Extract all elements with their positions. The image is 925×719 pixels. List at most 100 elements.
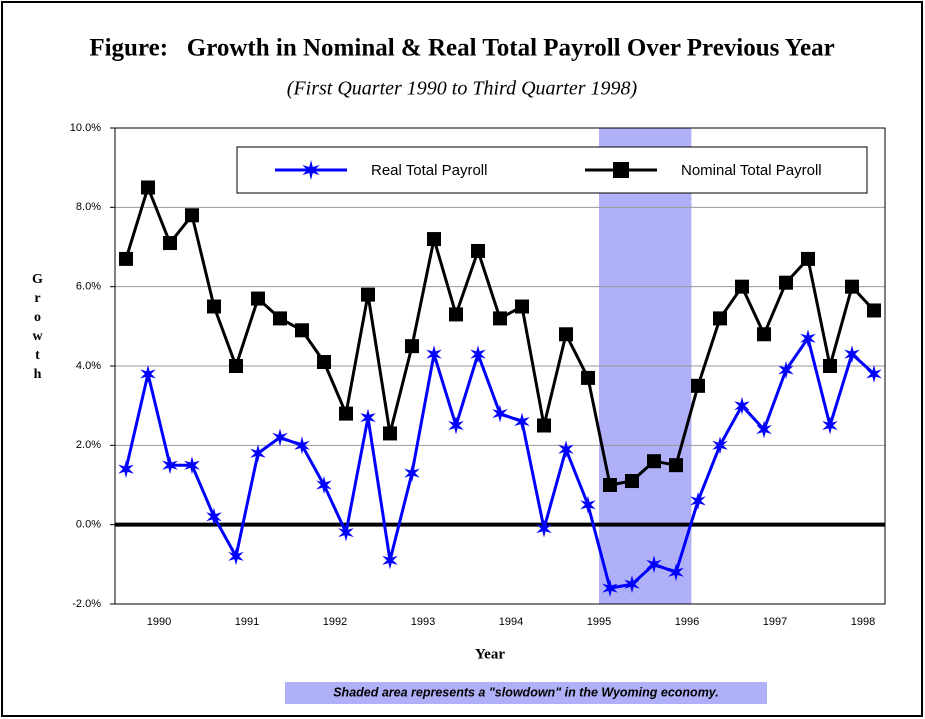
y-tick-label: 6.0% [76,281,101,293]
x-tick-label: 1996 [675,616,699,628]
marker [756,420,772,439]
marker [536,519,552,538]
marker [316,476,332,494]
y-tick-label: -2.0% [72,598,101,610]
marker [514,412,530,431]
marker [669,458,683,473]
marker [140,364,156,383]
marker [713,311,727,326]
marker [515,299,529,314]
marker [184,456,200,475]
marker [844,345,860,364]
x-tick-label: 1995 [587,616,611,628]
marker [537,418,551,433]
legend-label: Real Total Payroll [371,162,487,179]
y-tick-label: 8.0% [76,201,101,213]
marker [646,555,662,574]
y-axis-label: Growth [30,272,45,386]
marker [647,454,661,469]
marker [691,378,705,393]
marker [602,579,618,598]
marker [272,428,288,447]
marker [867,303,881,318]
annotation-box [285,682,767,704]
marker [448,416,464,435]
legend-label: Nominal Total Payroll [681,162,822,179]
marker [185,208,199,223]
marker [581,370,595,385]
marker [141,180,155,195]
chart-title: Figure: Growth in Nominal & Real Total P… [89,35,834,62]
marker [163,236,177,251]
marker [294,436,310,455]
y-tick-label: 10.0% [70,122,101,134]
chart-subtitle: (First Quarter 1990 to Third Quarter 199… [287,78,638,100]
marker [470,345,486,364]
x-tick-label: 1997 [763,616,787,628]
marker [206,507,222,526]
legend-marker [302,160,320,180]
x-tick-label: 1993 [411,616,435,628]
marker [251,291,265,306]
marker [822,416,838,435]
plot-border [114,127,886,605]
legend-marker [613,162,629,178]
marker [559,327,573,342]
marker [558,440,574,459]
y-tick-label: 0.0% [76,519,101,531]
marker [338,523,354,542]
marker [427,232,441,247]
marker [383,426,397,441]
marker [712,436,728,455]
annotation: Shaded area represents a "slowdown" in t… [333,685,719,699]
marker [493,311,507,326]
marker [360,408,376,427]
marker [800,329,816,348]
marker [580,495,596,514]
x-tick-label: 1998 [851,616,875,628]
marker [779,275,793,290]
marker [317,355,331,370]
marker [778,361,794,379]
marker [845,279,859,294]
marker [361,287,375,302]
marker [405,339,419,354]
y-tick-label: 4.0% [76,360,101,372]
marker [624,575,640,594]
marker [492,404,508,423]
marker [295,323,309,338]
marker [228,547,244,566]
marker [625,474,639,489]
marker [690,491,706,510]
marker [382,551,398,570]
x-tick-label: 1994 [499,616,523,628]
marker [404,464,420,483]
marker [757,327,771,342]
series-line [124,334,876,590]
x-axis-label: Year [475,646,505,662]
marker [162,456,178,475]
marker [207,299,221,314]
marker [449,307,463,322]
marker [118,460,134,479]
marker [471,243,485,258]
marker [668,563,684,582]
y-tick-label: 2.0% [76,439,101,451]
marker [119,251,133,266]
marker [735,279,749,294]
marker [801,251,815,266]
x-tick-label: 1992 [323,616,347,628]
marker [339,406,353,421]
marker [273,311,287,326]
marker [603,478,617,492]
marker [823,359,837,373]
marker [426,345,442,364]
marker [229,359,243,373]
marker [734,396,750,415]
marker [250,444,266,463]
x-tick-label: 1990 [147,616,171,628]
marker [866,364,882,383]
